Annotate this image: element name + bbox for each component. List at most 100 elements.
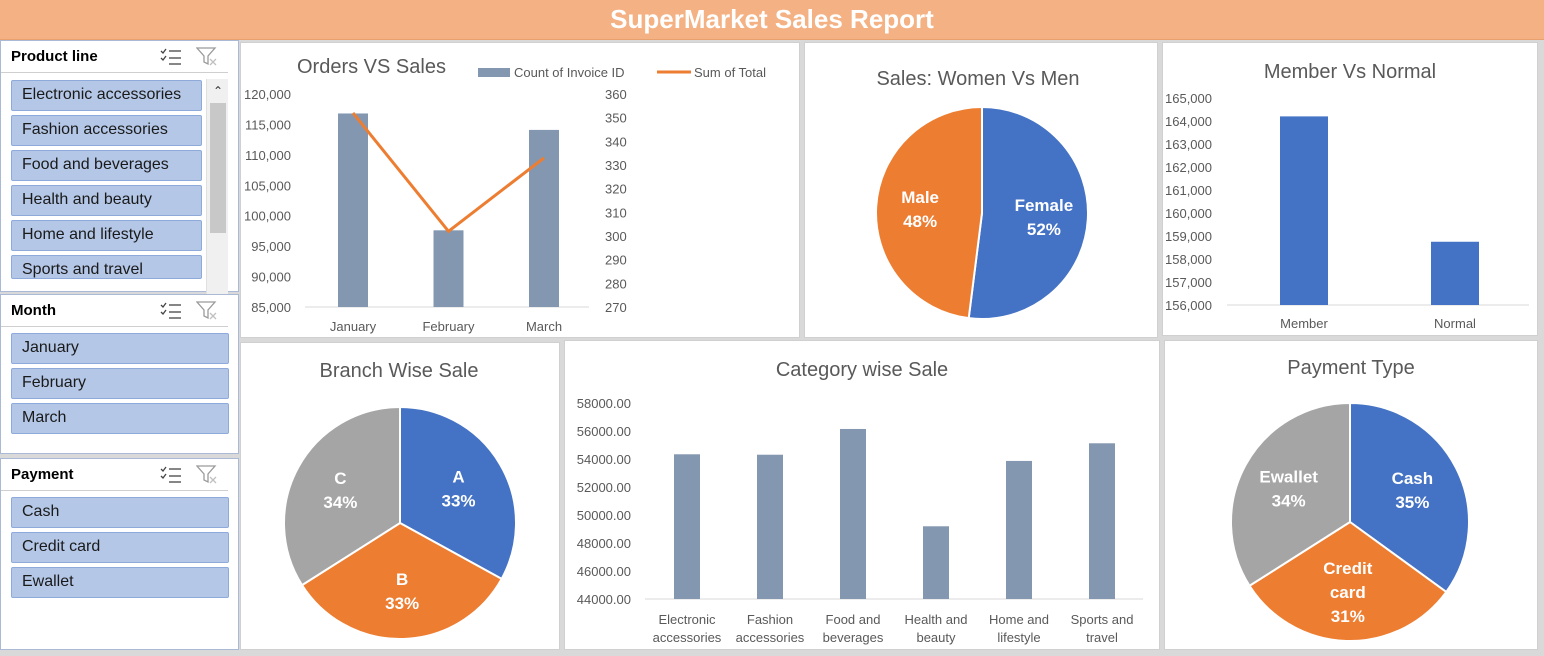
panel-payment-type: Payment Type Cash 35% Credit card 31% Ewallet 3… [1164, 340, 1538, 650]
pie-slice [1248, 520, 1448, 642]
y2-tick-label: 350 [605, 111, 627, 126]
x-tick-label: beauty [916, 630, 956, 645]
report-title: SuperMarket Sales Report [610, 4, 934, 34]
slicer-item-payment[interactable]: Cash [11, 497, 229, 528]
y-tick-label: 46000.00 [577, 564, 631, 579]
scroll-up-icon[interactable]: ⌃ [212, 84, 224, 98]
x-tick-label: Normal [1434, 316, 1476, 331]
multi-select-icon[interactable] [160, 48, 182, 66]
y-tick-label: 164,000 [1165, 114, 1212, 129]
slice-percent-label: 35% [1395, 493, 1429, 512]
clear-filter-icon[interactable] [196, 300, 218, 321]
slice-percent-label: 33% [385, 594, 419, 613]
x-tick-label: March [526, 319, 562, 334]
slicer-header: Payment [1, 459, 228, 491]
slicer-item-product[interactable]: Electronic accessories [11, 80, 202, 111]
slicer-item-product[interactable]: Food and beverages [11, 150, 202, 181]
pie-slice [875, 105, 983, 320]
slicer-item-payment[interactable]: Credit card [11, 532, 229, 563]
chart-orders-vs-sales[interactable]: Orders VS Sales Count of Invoice ID Sum of… [241, 43, 801, 339]
pie-slice [1230, 401, 1351, 588]
clear-filter-icon[interactable] [196, 46, 218, 67]
y-tick-label: 54000.00 [577, 452, 631, 467]
slicer-item-month[interactable]: February [11, 368, 229, 399]
slicer-payment: Payment Cash Credit card Ewallet [0, 458, 239, 650]
chart-branch-wise-sale[interactable]: Branch Wise Sale A 33% B 33% C 34% [241, 343, 561, 651]
y2-tick-label: 280 [605, 276, 627, 291]
slicer-item-product[interactable]: Health and beauty [11, 185, 202, 216]
chart-title: Orders VS Sales [297, 56, 446, 78]
slice-name-label: Male [901, 188, 939, 207]
slicer-header: Product line [1, 41, 228, 73]
slicer-scrollbar[interactable]: ⌃ ⌄ [206, 79, 228, 321]
y-tick-label: 56000.00 [577, 424, 631, 439]
slice-name-label: card [1330, 583, 1366, 602]
y-tick-label: 58000.00 [577, 396, 631, 411]
y-tick-label: 110,000 [245, 148, 291, 163]
slice-percent-label: 33% [442, 491, 476, 510]
chart-women-vs-men[interactable]: Sales: Women Vs Men Female 52% Male 48% [805, 43, 1159, 339]
y-tick-label: 163,000 [1165, 137, 1212, 152]
bar [529, 129, 559, 307]
x-tick-label: Fashion [747, 612, 793, 627]
y2-tick-label: 360 [605, 87, 627, 102]
slicer-item-product[interactable]: Sports and travel [11, 255, 202, 279]
pie-slice [283, 405, 401, 587]
x-tick-label: January [330, 319, 377, 334]
panel-women-vs-men: Sales: Women Vs Men Female 52% Male 48% [804, 42, 1158, 338]
x-tick-label: travel [1086, 630, 1118, 645]
slicer-item-product[interactable]: Home and lifestyle [11, 220, 202, 251]
bar [840, 428, 866, 599]
y-tick-label: 120,000 [244, 87, 291, 102]
slicer-item-payment[interactable]: Ewallet [11, 567, 229, 598]
panel-category-wise-sale: Category wise Sale 58000.00 56000.00 54000.… [564, 340, 1160, 650]
y-tick-label: 90,000 [251, 270, 291, 285]
y-tick-label: 85,000 [251, 300, 291, 315]
slicer-item-month[interactable]: March [11, 403, 229, 434]
y-tick-label: 156,000 [1165, 298, 1212, 313]
slice-name-label: Cash [1392, 469, 1434, 488]
x-tick-label: Sports and [1071, 612, 1134, 627]
chart-payment-type[interactable]: Payment Type Cash 35% Credit card 31% Ewallet 3… [1165, 341, 1539, 651]
x-tick-label: Member [1280, 316, 1328, 331]
x-tick-label: Health and [905, 612, 968, 627]
y-tick-label: 52000.00 [577, 480, 631, 495]
y2-tick-label: 270 [605, 300, 627, 315]
chart-title: Sales: Women Vs Men [876, 68, 1079, 90]
slice-name-label: C [334, 469, 346, 488]
slicer-title: Payment [11, 466, 74, 483]
bar [338, 113, 368, 307]
slicer-item-month[interactable]: January [11, 333, 229, 364]
scrollbar-thumb[interactable] [210, 103, 226, 233]
slice-name-label: Credit [1323, 559, 1372, 578]
y-tick-label: 157,000 [1165, 275, 1212, 290]
chart-category-wise-sale[interactable]: Category wise Sale 58000.00 56000.00 54000.… [565, 341, 1161, 651]
slicer-item-product[interactable]: Fashion accessories [11, 115, 202, 146]
slice-percent-label: 52% [1027, 220, 1061, 239]
report-title-banner: SuperMarket Sales Report [0, 0, 1544, 40]
bar [1431, 241, 1479, 305]
chart-member-vs-normal[interactable]: Member Vs Normal 165,000 164,000 163,000 162… [1163, 43, 1539, 337]
bar [757, 454, 783, 599]
pie-slice [1349, 401, 1470, 594]
y-tick-label: 115,000 [245, 117, 291, 132]
panel-member-vs-normal: Member Vs Normal 165,000 164,000 163,000 162… [1162, 42, 1538, 336]
chart-title: Category wise Sale [776, 359, 948, 381]
y-tick-label: 158,000 [1165, 252, 1212, 267]
y-tick-label: 50000.00 [577, 508, 631, 523]
x-tick-label: accessories [653, 630, 722, 645]
slice-percent-label: 48% [903, 212, 937, 231]
y-tick-label: 44000.00 [577, 592, 631, 607]
slice-name-label: B [396, 570, 408, 589]
clear-filter-icon[interactable] [196, 464, 218, 485]
chart-title: Payment Type [1287, 357, 1414, 379]
slicer-title: Product line [11, 48, 98, 65]
y-tick-label: 159,000 [1165, 229, 1212, 244]
multi-select-icon[interactable] [160, 466, 182, 484]
slice-percent-label: 34% [323, 493, 357, 512]
slicer-product-line: Product line Electronic accessories Fash… [0, 40, 239, 321]
x-tick-label: Food and [826, 612, 881, 627]
y-tick-label: 95,000 [251, 239, 291, 254]
bar [433, 230, 464, 307]
multi-select-icon[interactable] [160, 302, 182, 320]
